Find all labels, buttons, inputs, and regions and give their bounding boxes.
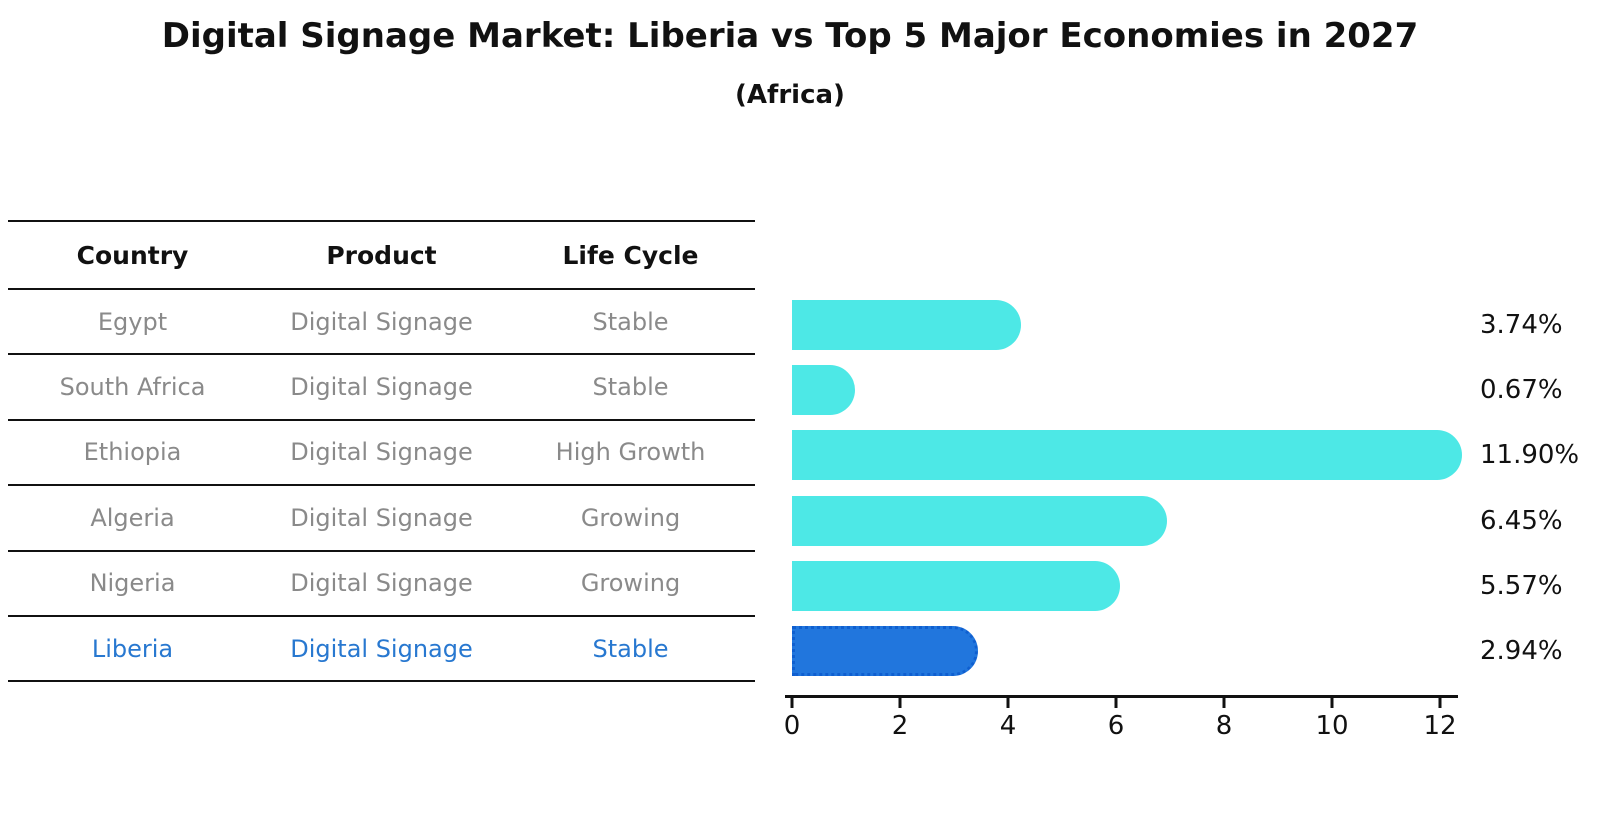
country-table: Country Product Life Cycle Egypt Digital … [8, 220, 755, 683]
x-axis-tick [898, 698, 902, 708]
table-row: Algeria Digital Signage Growing [8, 486, 755, 552]
x-axis-tick [1438, 698, 1442, 708]
x-axis-tick [1222, 698, 1226, 708]
x-axis-tick-label: 10 [1315, 711, 1349, 741]
header-life-cycle: Life Cycle [562, 240, 699, 270]
x-axis-tick-label: 2 [891, 711, 909, 741]
x-axis-tick [1006, 698, 1010, 708]
table-row: Nigeria Digital Signage Growing [8, 552, 755, 617]
bar [792, 300, 1021, 350]
table-row: Liberia Digital Signage Stable [8, 617, 755, 683]
cell-country: Liberia [91, 634, 174, 663]
cell-product: Digital Signage [290, 307, 473, 336]
value-label: 3.74% [1480, 310, 1563, 340]
value-label: 6.45% [1480, 505, 1563, 536]
cell-country: Algeria [90, 503, 175, 532]
table-row: Ethiopia Digital Signage High Growth [8, 421, 755, 487]
cell-country: South Africa [59, 373, 206, 402]
cell-product: Digital Signage [290, 569, 473, 598]
cell-product: Digital Signage [290, 634, 473, 663]
cell-country: Ethiopia [83, 438, 182, 467]
chart-subtitle: (Africa) [735, 80, 845, 110]
x-axis-tick-label: 12 [1423, 711, 1457, 741]
bar [792, 560, 1120, 611]
cell-country: Nigeria [89, 569, 176, 598]
cell-life-cycle: Stable [592, 634, 669, 663]
x-axis-tick-label: 8 [1215, 711, 1233, 741]
cell-life-cycle: Growing [580, 569, 681, 598]
table-row: Egypt Digital Signage Stable [8, 290, 755, 356]
cell-life-cycle: Stable [592, 307, 669, 336]
bar-highlight [792, 626, 978, 676]
cell-product: Digital Signage [290, 373, 473, 402]
cell-country: Egypt [97, 307, 168, 336]
value-label: 2.94% [1480, 636, 1563, 666]
cell-life-cycle: Growing [580, 503, 681, 532]
x-axis-tick-label: 4 [999, 711, 1017, 741]
bar [792, 495, 1168, 546]
bar [792, 365, 856, 416]
bar [792, 430, 1462, 481]
header-country: Country [76, 240, 189, 270]
cell-life-cycle: Stable [592, 373, 669, 402]
table-header-row: Country Product Life Cycle [8, 222, 755, 290]
value-label: 11.90% [1480, 440, 1580, 471]
cell-life-cycle: High Growth [555, 438, 706, 467]
x-axis-tick-label: 0 [783, 711, 801, 741]
value-label: 5.57% [1480, 570, 1563, 601]
x-axis-tick-label: 6 [1107, 711, 1125, 741]
header-product: Product [326, 240, 437, 270]
table-row: South Africa Digital Signage Stable [8, 355, 755, 421]
cell-product: Digital Signage [290, 503, 473, 532]
x-axis-tick [1114, 698, 1118, 708]
cell-product: Digital Signage [290, 438, 473, 467]
value-label: 0.67% [1480, 375, 1563, 406]
x-axis-tick [790, 698, 794, 708]
x-axis-line [785, 695, 1458, 698]
x-axis-tick [1330, 698, 1334, 708]
chart-title: Digital Signage Market: Liberia vs Top 5… [161, 16, 1419, 56]
